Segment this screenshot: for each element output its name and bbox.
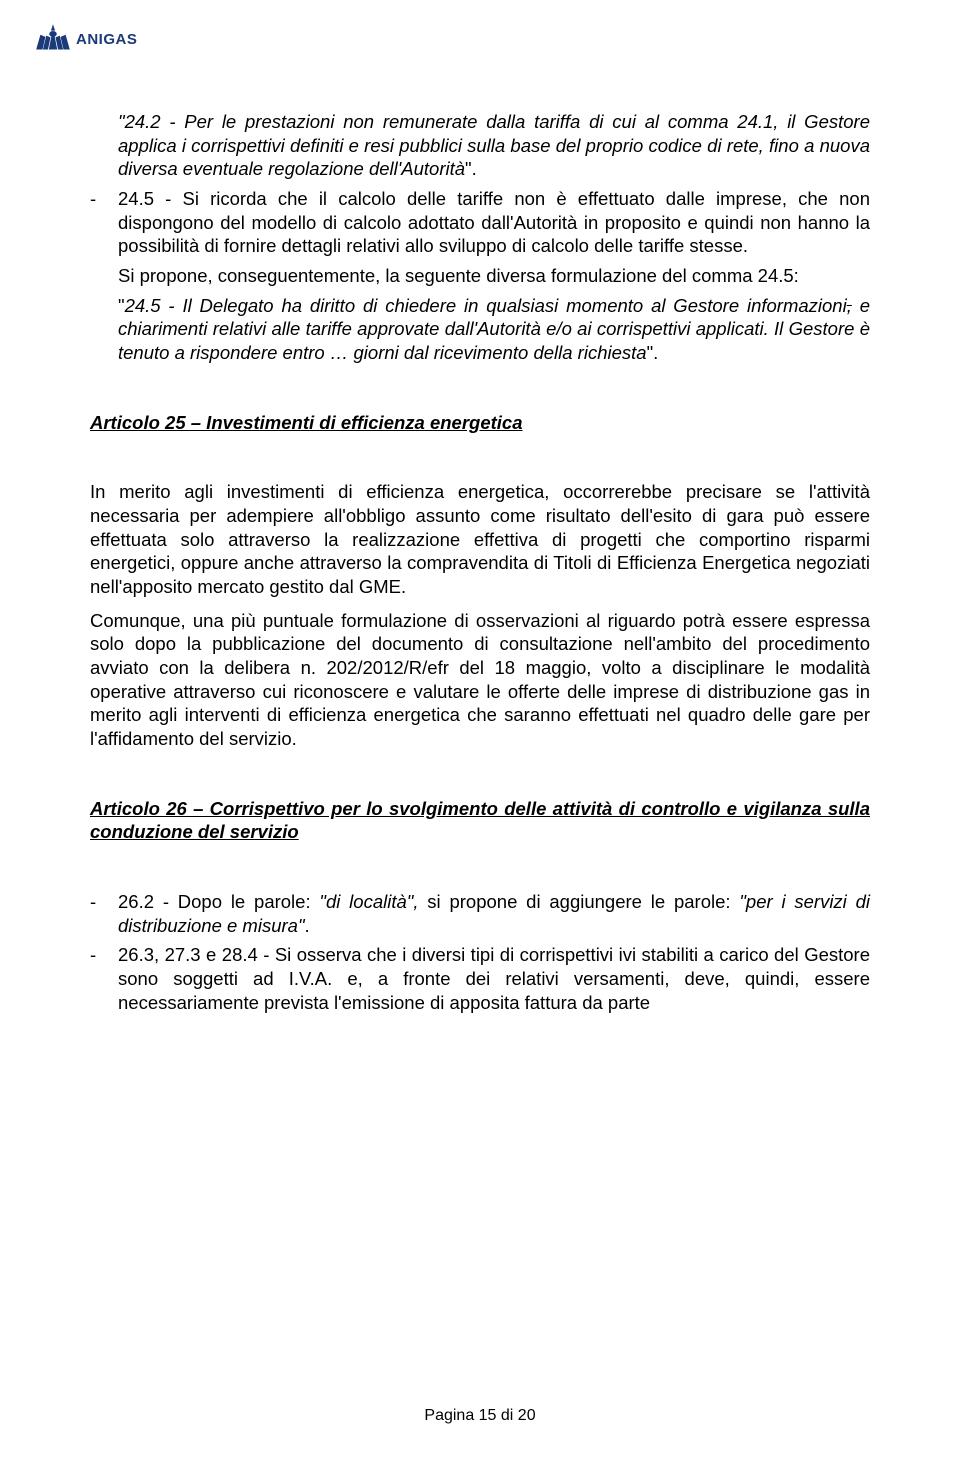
heading-article-25: Articolo 25 – Investimenti di efficienza… bbox=[90, 411, 870, 435]
b1-mid: si propone di aggiungere le parole: bbox=[418, 891, 739, 912]
article-25-p2: Comunque, una più puntuale formulazione … bbox=[90, 609, 870, 751]
bullet-dash: - bbox=[90, 890, 118, 914]
document-page: ANIGAS "24.2 - Per le prestazioni non re… bbox=[0, 0, 960, 1461]
page-footer: Pagina 15 di 20 bbox=[0, 1407, 960, 1425]
quote-24-2-text: "24.2 - Per le prestazioni non remunerat… bbox=[118, 111, 870, 179]
bullet-24-5: -24.5 - Si ricorda che il calcolo delle … bbox=[90, 187, 870, 258]
q-close: ". bbox=[647, 342, 659, 363]
heading-article-26: Articolo 26 – Corrispettivo per lo svolg… bbox=[90, 797, 870, 844]
document-body: "24.2 - Per le prestazioni non remunerat… bbox=[90, 110, 870, 1014]
bullet-dash: - bbox=[90, 187, 118, 211]
bullet-26-2: -26.2 - Dopo le parole: "di località", s… bbox=[90, 890, 870, 937]
quote-24-2-close: ". bbox=[465, 158, 477, 179]
brand-text: ANIGAS bbox=[76, 31, 137, 48]
q-lead: 24.5 - Il Delegato ha diritto di chieder… bbox=[125, 295, 847, 316]
brand-logo: ANIGAS bbox=[32, 18, 137, 60]
bullet-24-5-text: 24.5 - Si ricorda che il calcolo delle t… bbox=[118, 188, 870, 256]
article-25-p1: In merito agli investimenti di efficienz… bbox=[90, 480, 870, 598]
b1-q1: "di località", bbox=[319, 891, 418, 912]
b2-text: 26.3, 27.3 e 28.4 - Si osserva che i div… bbox=[118, 944, 870, 1012]
bullet-dash: - bbox=[90, 943, 118, 967]
quote-24-5: "24.5 - Il Delegato ha diritto di chiede… bbox=[118, 294, 870, 365]
b1-end: . bbox=[305, 915, 310, 936]
bullet-26-3: -26.3, 27.3 e 28.4 - Si osserva che i di… bbox=[90, 943, 870, 1014]
q-open: " bbox=[118, 295, 125, 316]
propose-24-5: Si propone, conseguentemente, la seguent… bbox=[118, 264, 870, 288]
quote-24-2: "24.2 - Per le prestazioni non remunerat… bbox=[118, 110, 870, 181]
b1-lead: 26.2 - Dopo le parole: bbox=[118, 891, 319, 912]
eagle-icon bbox=[32, 18, 74, 60]
